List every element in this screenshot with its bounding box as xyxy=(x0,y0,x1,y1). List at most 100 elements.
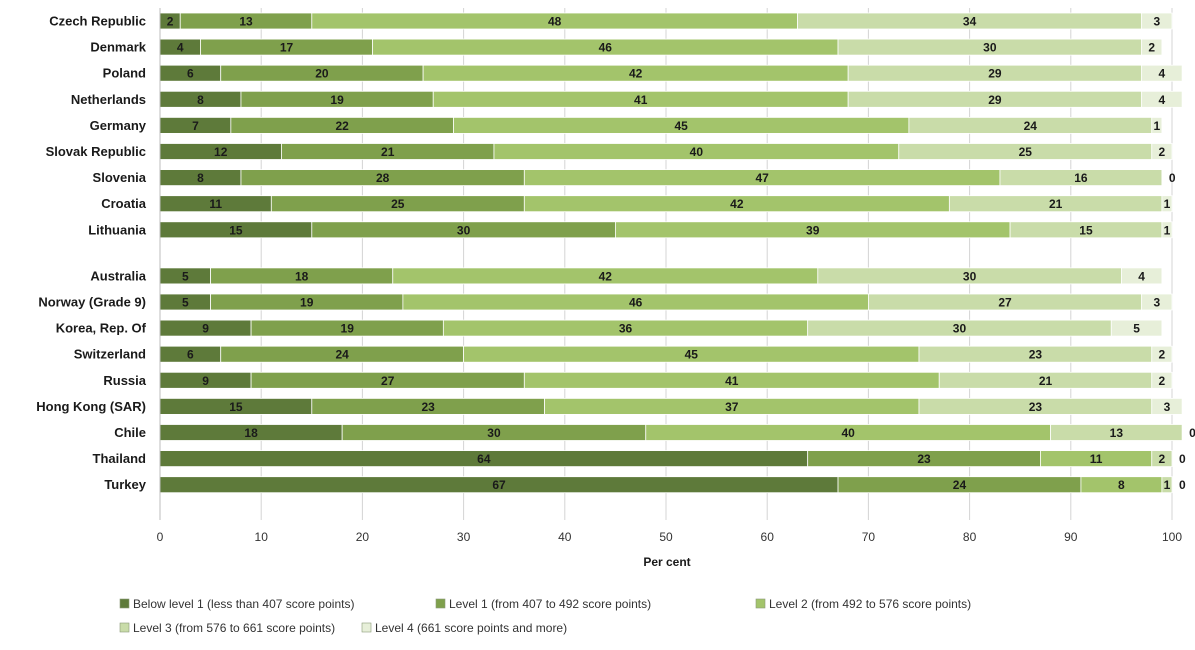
data-label: 2 xyxy=(1159,348,1166,362)
category-label: Czech Republic xyxy=(49,14,146,29)
data-label: 42 xyxy=(730,197,744,211)
data-label: 13 xyxy=(239,15,253,29)
data-label: 2 xyxy=(1159,452,1166,466)
data-label: 47 xyxy=(755,171,769,185)
data-label: 24 xyxy=(1024,119,1038,133)
bar-segment xyxy=(1110,319,1163,337)
data-label: 40 xyxy=(690,145,704,159)
data-label: 3 xyxy=(1164,400,1171,414)
data-label: 1 xyxy=(1153,119,1160,133)
data-label: 11 xyxy=(1090,452,1103,466)
category-label: Lithuania xyxy=(88,222,147,237)
bar-segment xyxy=(1141,12,1173,30)
data-label: 2 xyxy=(167,15,174,29)
data-label: 25 xyxy=(391,197,405,211)
data-label: 41 xyxy=(725,374,739,388)
data-label: 13 xyxy=(1110,426,1124,440)
data-label: 45 xyxy=(675,119,689,133)
data-label: 4 xyxy=(1159,93,1166,107)
data-label: 5 xyxy=(1133,322,1140,336)
data-label: 8 xyxy=(197,93,204,107)
data-label: 6 xyxy=(187,67,194,81)
data-label: 46 xyxy=(629,296,643,310)
bar-segment xyxy=(1161,195,1173,213)
data-label: 15 xyxy=(229,223,243,237)
data-label: 1 xyxy=(1164,223,1171,237)
grid-lines xyxy=(159,8,1173,520)
x-tick-label: 70 xyxy=(862,530,876,544)
category-label: Hong Kong (SAR) xyxy=(36,399,146,414)
data-label: 12 xyxy=(214,145,228,159)
data-label: 16 xyxy=(1074,171,1088,185)
data-label: 40 xyxy=(841,426,855,440)
x-tick-label: 30 xyxy=(457,530,471,544)
data-label: 0 xyxy=(1189,426,1195,440)
legend-swatch xyxy=(755,598,766,609)
category-label: Chile xyxy=(114,425,146,440)
data-label: 6 xyxy=(187,348,194,362)
data-label: 30 xyxy=(983,41,997,55)
data-label: 0 xyxy=(1179,452,1186,466)
data-label: 17 xyxy=(280,41,294,55)
data-label: 5 xyxy=(182,296,189,310)
x-axis-title: Per cent xyxy=(643,555,690,569)
data-label: 7 xyxy=(192,119,199,133)
data-label: 3 xyxy=(1153,296,1160,310)
data-label: 46 xyxy=(599,41,613,55)
data-label: 30 xyxy=(457,223,471,237)
data-label: 24 xyxy=(335,348,349,362)
bar-segment xyxy=(1141,90,1183,108)
bar-segment xyxy=(1151,371,1173,389)
data-label: 0 xyxy=(1169,171,1176,185)
bar-segment xyxy=(999,169,1163,187)
data-label: 37 xyxy=(725,400,739,414)
bar-segment xyxy=(1141,293,1173,311)
legend-swatch xyxy=(435,598,446,609)
x-tick-label: 20 xyxy=(356,530,370,544)
data-label: 1 xyxy=(1164,478,1171,492)
data-label: 19 xyxy=(341,322,355,336)
bar-segment xyxy=(1161,221,1173,239)
x-tick-label: 0 xyxy=(157,530,164,544)
category-label: Slovak Republic xyxy=(46,144,146,159)
data-label: 9 xyxy=(202,322,209,336)
data-label: 22 xyxy=(335,119,349,133)
data-label: 67 xyxy=(492,478,506,492)
data-label: 0 xyxy=(1179,478,1186,492)
category-label: Denmark xyxy=(90,40,146,55)
x-tick-label: 50 xyxy=(659,530,673,544)
data-label: 27 xyxy=(381,374,395,388)
category-label: Australia xyxy=(90,268,146,283)
data-label: 45 xyxy=(685,348,699,362)
legend-swatch xyxy=(119,598,130,609)
data-label: 48 xyxy=(548,15,562,29)
x-tick-label: 80 xyxy=(963,530,977,544)
legend-entry: Level 3 (from 576 to 661 score points) xyxy=(133,621,335,635)
data-label: 2 xyxy=(1159,374,1166,388)
category-label: Turkey xyxy=(104,477,146,492)
x-axis: 0 10 20 30 40 50 60 70 80 90 100 xyxy=(157,8,1182,544)
data-label: 2 xyxy=(1148,41,1155,55)
category-label: Thailand xyxy=(93,451,147,466)
data-label: 19 xyxy=(300,296,314,310)
bar-segment xyxy=(1151,117,1163,134)
data-label: 21 xyxy=(381,145,395,159)
data-label: 15 xyxy=(229,400,243,414)
data-label: 39 xyxy=(806,223,820,237)
x-tick-label: 40 xyxy=(558,530,572,544)
data-label: 18 xyxy=(244,426,258,440)
x-tick-label: 10 xyxy=(255,530,269,544)
category-label: Norway (Grade 9) xyxy=(38,295,146,310)
data-label: 25 xyxy=(1019,145,1033,159)
data-label: 2 xyxy=(1159,145,1166,159)
legend: Below level 1 (less than 407 score point… xyxy=(119,597,971,635)
data-label: 23 xyxy=(1029,348,1043,362)
data-label: 8 xyxy=(1118,478,1125,492)
bar-segment xyxy=(1121,267,1163,285)
data-label: 42 xyxy=(599,269,613,283)
category-label: Poland xyxy=(103,66,146,81)
category-label: Switzerland xyxy=(74,347,146,362)
bar-segment xyxy=(1141,64,1183,82)
bar-segment xyxy=(1141,38,1163,56)
category-label: Russia xyxy=(103,373,146,388)
